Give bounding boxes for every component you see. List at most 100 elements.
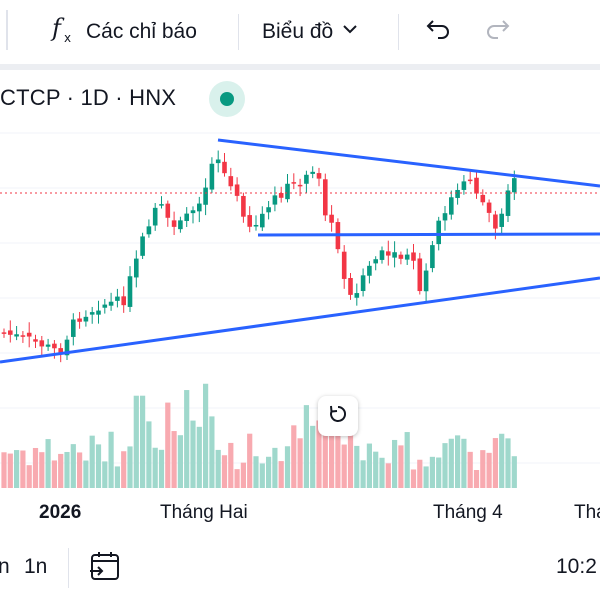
volume-bar [45,439,51,488]
candle-body [146,226,152,235]
volume-bar [417,459,423,488]
candle-body [499,213,504,227]
candle-body [291,182,297,184]
volume-bar [347,433,354,488]
volume-bar [58,453,64,488]
redo-button[interactable] [484,6,514,58]
horizontal-trendline[interactable] [257,232,600,237]
candle-body [310,171,315,174]
volume-bar [310,425,316,488]
candle-body [493,214,498,229]
volume-bar [32,447,39,488]
volume-bar [20,450,26,488]
candle-body [159,204,164,206]
chart-type-label: Biểu đồ [262,20,334,43]
volume-bar [392,439,398,488]
volume-bar [209,416,215,488]
volume-bar [114,466,120,488]
volume-bar [385,463,391,488]
candle-body [455,189,460,198]
candle-body [272,195,278,205]
volume-bar [505,438,511,488]
volume-bar [303,405,309,488]
undo-button[interactable] [422,6,452,58]
candle-body [392,252,397,258]
candle-body [121,296,126,306]
volume-bar [177,435,183,488]
volume-bar [266,456,272,488]
svg-text:f: f [50,14,65,42]
volume-bar [467,451,473,488]
volume-bar [64,451,70,488]
volume-bar [316,420,322,488]
candle-body [449,197,454,215]
indicators-label: Các chỉ báo [86,20,197,43]
volume-bar [284,446,291,488]
market-status-dot[interactable] [209,81,245,117]
volume-bar [203,383,209,488]
price-chart[interactable] [0,120,600,500]
volume-bar [329,426,335,488]
undo-icon [422,17,452,47]
candle-body [228,176,234,187]
candle-body [190,210,196,214]
fx-icon: f x [50,14,78,50]
candle-body [260,213,265,228]
volume-bar [404,432,410,488]
candles [1,150,517,363]
volume-bar [278,461,284,488]
candle-body [71,319,76,337]
candle-body [127,276,133,307]
candle-body [411,252,416,261]
candle-body [461,181,467,190]
volume-bar [335,411,341,488]
volume-bar [26,465,32,488]
volume-bar [410,469,417,488]
candle-body [348,278,353,295]
candle-body [247,215,252,227]
candle-body [20,335,26,337]
candle-body [184,213,189,221]
volume-bar [51,460,57,488]
chart-type-button[interactable]: Biểu đồ [262,6,359,58]
volume-bar [152,447,158,488]
candle-body [215,159,221,164]
volume-bar [240,462,246,488]
volume-bar [133,395,139,488]
range-1y-button[interactable]: 1n [24,555,48,578]
range-button[interactable]: n [0,555,10,578]
clock-time: 10:2 [556,555,597,578]
top-toolbar: f x Các chỉ báo Biểu đồ [0,0,600,64]
reset-chart-button[interactable] [318,396,358,436]
candle-body [442,213,448,221]
candle-body [316,173,322,179]
time-axis-label: 2026 [39,502,82,523]
candle-body [304,174,309,184]
go-to-date-button[interactable] [88,550,122,588]
bottom-separator [68,548,69,588]
candle-body [108,301,114,306]
candle-body [89,312,95,315]
volume-bar [221,455,228,488]
candle-body [222,161,227,174]
candle-body [354,293,360,298]
upper-trendline[interactable] [217,138,600,188]
indicators-button[interactable]: f x Các chỉ báo [50,6,197,58]
candle-body [152,207,158,226]
candle-body [417,258,423,292]
volume-bar [297,438,303,488]
volume-bar [1,452,7,488]
candle-body [134,258,139,278]
candle-body [14,334,19,337]
volume-bar [461,438,467,488]
volume-bar [511,456,517,488]
candle-body [341,251,347,279]
candle-body [329,214,334,223]
volume-bars [1,383,517,488]
lower-trendline[interactable] [0,276,600,364]
symbol-header[interactable]: CTCP · 1D · HNX [0,78,176,118]
svg-text:x: x [64,31,71,44]
candle-body [1,332,7,334]
toolbar-separator [238,14,239,50]
volume-bar [127,446,133,488]
